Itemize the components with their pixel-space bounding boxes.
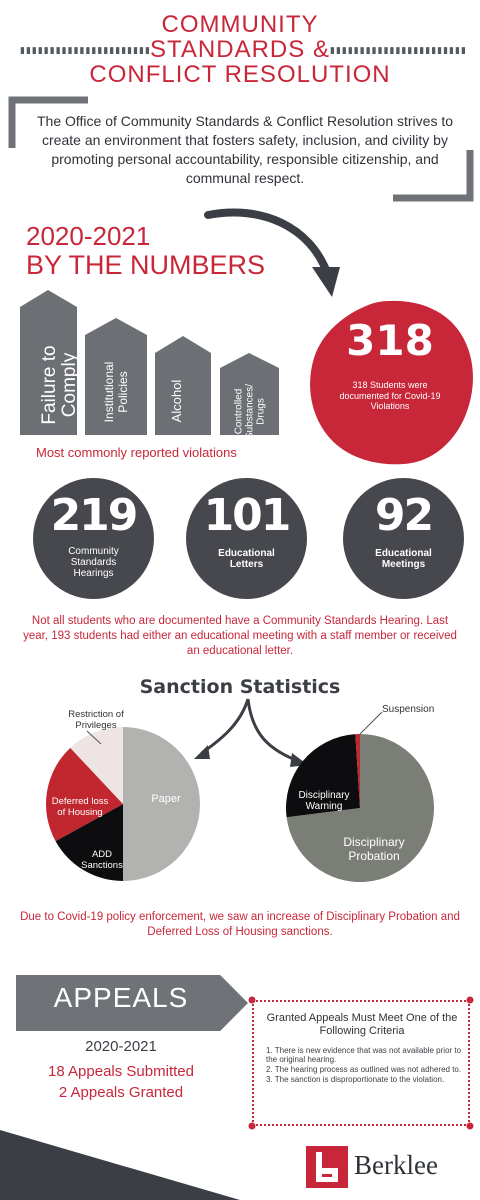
pie2-label-warning: Disciplinary Warning <box>298 790 350 812</box>
violation-bar-4 <box>220 353 279 435</box>
violation-label-3: Alcohol <box>169 379 184 423</box>
sanction-note: Due to Covid-19 policy enforcement, we s… <box>20 911 460 938</box>
stat-letters-label: Educational Letters <box>218 548 275 570</box>
appeals-year: 2020-2021 <box>85 1038 157 1055</box>
violation-bar-2 <box>85 318 147 435</box>
criteria-title: Granted Appeals Must Meet One of the Fol… <box>266 1012 458 1037</box>
stat-circle-meetings: 92 Educational Meetings <box>343 478 464 599</box>
violation-label-2: Institutional Policies <box>102 361 130 423</box>
stat-letters-value: 101 <box>203 490 292 541</box>
violation-label-1: Failure to Comply <box>39 345 80 425</box>
pie1-label-add: ADD Sanctions <box>81 849 123 871</box>
sanction-title: Sanction Statistics <box>139 676 341 698</box>
title-line-2: STANDARDS & <box>150 36 330 63</box>
criteria-list: 1. There is new evidence that was not av… <box>266 1046 462 1085</box>
violation-label-4: Controlled Substances/ Drugs <box>233 383 267 440</box>
pie1-slice-paper <box>123 727 200 881</box>
violation-bar-1 <box>20 290 77 435</box>
pie1-slice-add-sanctions <box>55 804 124 881</box>
stat-meetings-value: 92 <box>374 490 434 541</box>
dots-divider-left: ▮▮▮▮▮▮▮▮▮▮▮▮▮▮▮▮▮▮▮▮▮▮▮▮▮▮▮▮ <box>20 46 150 56</box>
stat-circle-letters: 101 Educational Letters <box>186 478 307 599</box>
dots-divider-right: ▮▮▮▮▮▮▮▮▮▮▮▮▮▮▮▮▮▮▮▮▮▮▮▮▮▮▮▮ <box>330 46 465 56</box>
appeals-banner <box>16 975 248 1031</box>
criteria-item: 1. There is new evidence that was not av… <box>266 1046 462 1064</box>
numbers-heading-year: 2020-2021 <box>26 221 151 251</box>
pie1-label-deferred: Deferred loss of Housing <box>51 796 109 818</box>
appeals-submitted: 18 Appeals Submitted <box>48 1063 194 1080</box>
covid-count: 318 <box>346 316 434 365</box>
covid-caption: 318 Students were documented for Covid-1… <box>339 380 441 411</box>
stat-hearings-value: 219 <box>50 490 139 541</box>
mission-statement: The Office of Community Standards & Conf… <box>36 113 454 186</box>
sanction-pies <box>46 727 435 882</box>
pie2-slice-disciplinary-warning <box>286 734 360 818</box>
violations-caption: Most commonly reported violations <box>36 445 237 460</box>
pie2-label-probation: Disciplinary Probation <box>343 835 405 863</box>
pie2-slice-disciplinary-probation <box>286 734 435 882</box>
title-line-1: COMMUNITY <box>161 11 319 38</box>
stat-meetings-label: Educational Meetings <box>375 548 432 570</box>
criteria-item: 2. The hearing process as outlined was n… <box>266 1065 462 1074</box>
covid-badge-shape <box>310 300 473 465</box>
numbers-heading: 2020-2021 BY THE NUMBERS <box>26 222 265 280</box>
berklee-logo-icon <box>306 1146 348 1188</box>
berklee-wordmark: Berklee <box>354 1150 438 1180</box>
pie1-slice-restriction-of-privileges <box>70 727 123 804</box>
curved-arrow-icon <box>204 208 340 297</box>
violation-bar-3 <box>155 336 211 435</box>
pie2-label-suspension: Suspension <box>382 704 435 715</box>
criteria-item: 3. The sanction is disproportionate to t… <box>266 1075 445 1084</box>
corner-triangle-decor <box>0 1130 240 1200</box>
title-line-3: CONFLICT RESOLUTION <box>89 61 391 88</box>
pie1-label-restriction: Restriction of Privileges <box>68 709 124 731</box>
criteria-box <box>252 1000 470 1126</box>
hearing-note: Not all students who are documented have… <box>23 615 457 657</box>
pie1-leader-line <box>86 730 102 745</box>
violations-bars <box>20 290 279 435</box>
criteria-corner-dots <box>248 996 474 1130</box>
appeals-title: APPEALS <box>53 982 189 1013</box>
pie1-label-paper: Paper <box>151 793 181 805</box>
pie2-slice-suspension <box>355 734 360 808</box>
stat-hearings-label: Community Standards Hearings <box>68 546 119 579</box>
pie2-leader-line <box>359 711 383 735</box>
split-arrows-icon <box>194 698 308 767</box>
page-title: COMMUNITY STANDARDS & CONFLICT RESOLUTIO… <box>0 12 480 87</box>
appeals-granted: 2 Appeals Granted <box>58 1084 184 1101</box>
pie1-slice-deferred-loss-of-housing <box>46 747 124 842</box>
mission-brackets <box>8 96 474 202</box>
numbers-heading-subtitle: BY THE NUMBERS <box>26 250 266 280</box>
stat-circle-hearings: 219 Community Standards Hearings <box>33 478 154 599</box>
